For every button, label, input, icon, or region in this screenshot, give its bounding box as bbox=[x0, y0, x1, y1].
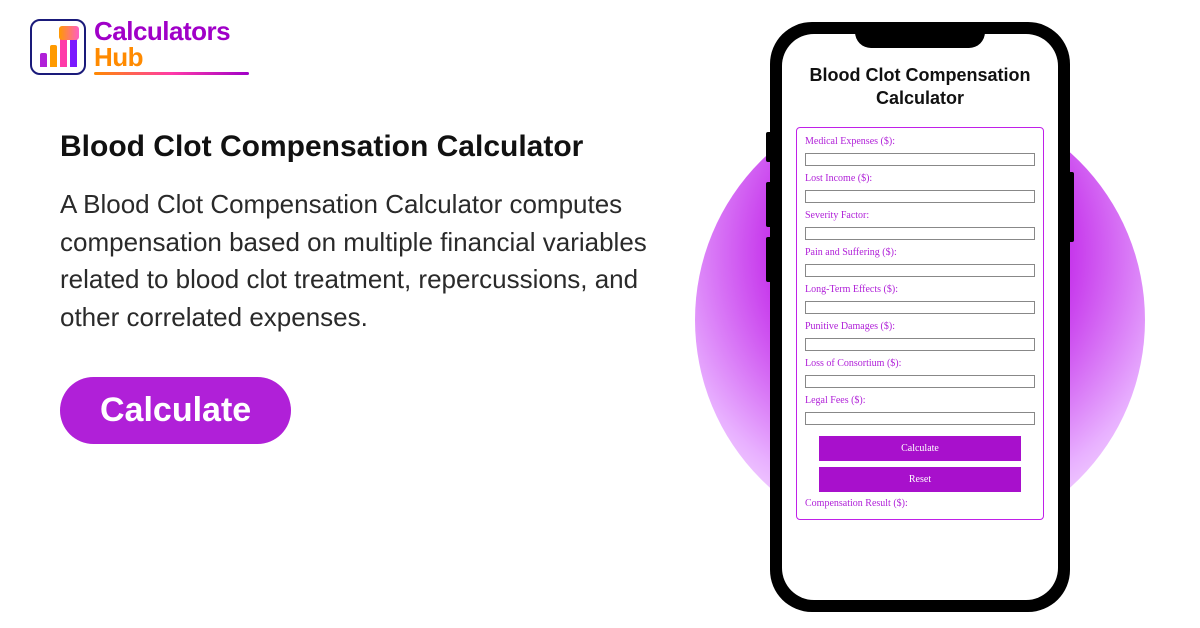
phone-side-button bbox=[1070, 172, 1074, 242]
calculate-button[interactable]: Calculate bbox=[819, 436, 1021, 461]
result-label: Compensation Result ($): bbox=[805, 498, 1035, 509]
form-buttons: Calculate Reset bbox=[805, 436, 1035, 492]
page-description: A Blood Clot Compensation Calculator com… bbox=[60, 186, 680, 337]
lost-income-input[interactable] bbox=[805, 190, 1035, 203]
logo-line1: Calculators bbox=[94, 18, 249, 44]
phone-side-button bbox=[766, 132, 770, 162]
long-term-effects-input[interactable] bbox=[805, 301, 1035, 314]
field-long-term-effects: Long-Term Effects ($): bbox=[805, 284, 1035, 315]
field-label: Legal Fees ($): bbox=[805, 395, 1035, 406]
loss-consortium-input[interactable] bbox=[805, 375, 1035, 388]
field-label: Lost Income ($): bbox=[805, 173, 1035, 184]
field-label: Pain and Suffering ($): bbox=[805, 247, 1035, 258]
field-label: Punitive Damages ($): bbox=[805, 321, 1035, 332]
phone-notch bbox=[855, 22, 985, 48]
field-medical-expenses: Medical Expenses ($): bbox=[805, 136, 1035, 167]
phone-side-button bbox=[766, 237, 770, 282]
field-label: Severity Factor: bbox=[805, 210, 1035, 221]
calculate-cta-button[interactable]: Calculate bbox=[60, 377, 291, 444]
phone-screen: Blood Clot Compensation Calculator Medic… bbox=[782, 34, 1058, 600]
phone-side-button bbox=[766, 182, 770, 227]
logo-text: Calculators Hub bbox=[94, 18, 249, 75]
logo: Calculators Hub bbox=[30, 18, 249, 75]
legal-fees-input[interactable] bbox=[805, 412, 1035, 425]
app-title: Blood Clot Compensation Calculator bbox=[792, 64, 1048, 109]
page-title: Blood Clot Compensation Calculator bbox=[60, 130, 680, 164]
main-content: Blood Clot Compensation Calculator A Blo… bbox=[60, 130, 680, 444]
logo-line2: Hub bbox=[94, 44, 249, 70]
logo-icon bbox=[30, 19, 86, 75]
field-lost-income: Lost Income ($): bbox=[805, 173, 1035, 204]
punitive-damages-input[interactable] bbox=[805, 338, 1035, 351]
field-punitive-damages: Punitive Damages ($): bbox=[805, 321, 1035, 352]
reset-button[interactable]: Reset bbox=[819, 467, 1021, 492]
severity-factor-input[interactable] bbox=[805, 227, 1035, 240]
field-legal-fees: Legal Fees ($): bbox=[805, 395, 1035, 426]
pain-suffering-input[interactable] bbox=[805, 264, 1035, 277]
field-label: Medical Expenses ($): bbox=[805, 136, 1035, 147]
field-pain-suffering: Pain and Suffering ($): bbox=[805, 247, 1035, 278]
field-label: Long-Term Effects ($): bbox=[805, 284, 1035, 295]
field-loss-consortium: Loss of Consortium ($): bbox=[805, 358, 1035, 389]
field-severity-factor: Severity Factor: bbox=[805, 210, 1035, 241]
phone-mockup: Blood Clot Compensation Calculator Medic… bbox=[770, 22, 1070, 612]
logo-underline bbox=[94, 72, 249, 75]
calculator-form: Medical Expenses ($): Lost Income ($): S… bbox=[796, 127, 1044, 520]
field-label: Loss of Consortium ($): bbox=[805, 358, 1035, 369]
medical-expenses-input[interactable] bbox=[805, 153, 1035, 166]
